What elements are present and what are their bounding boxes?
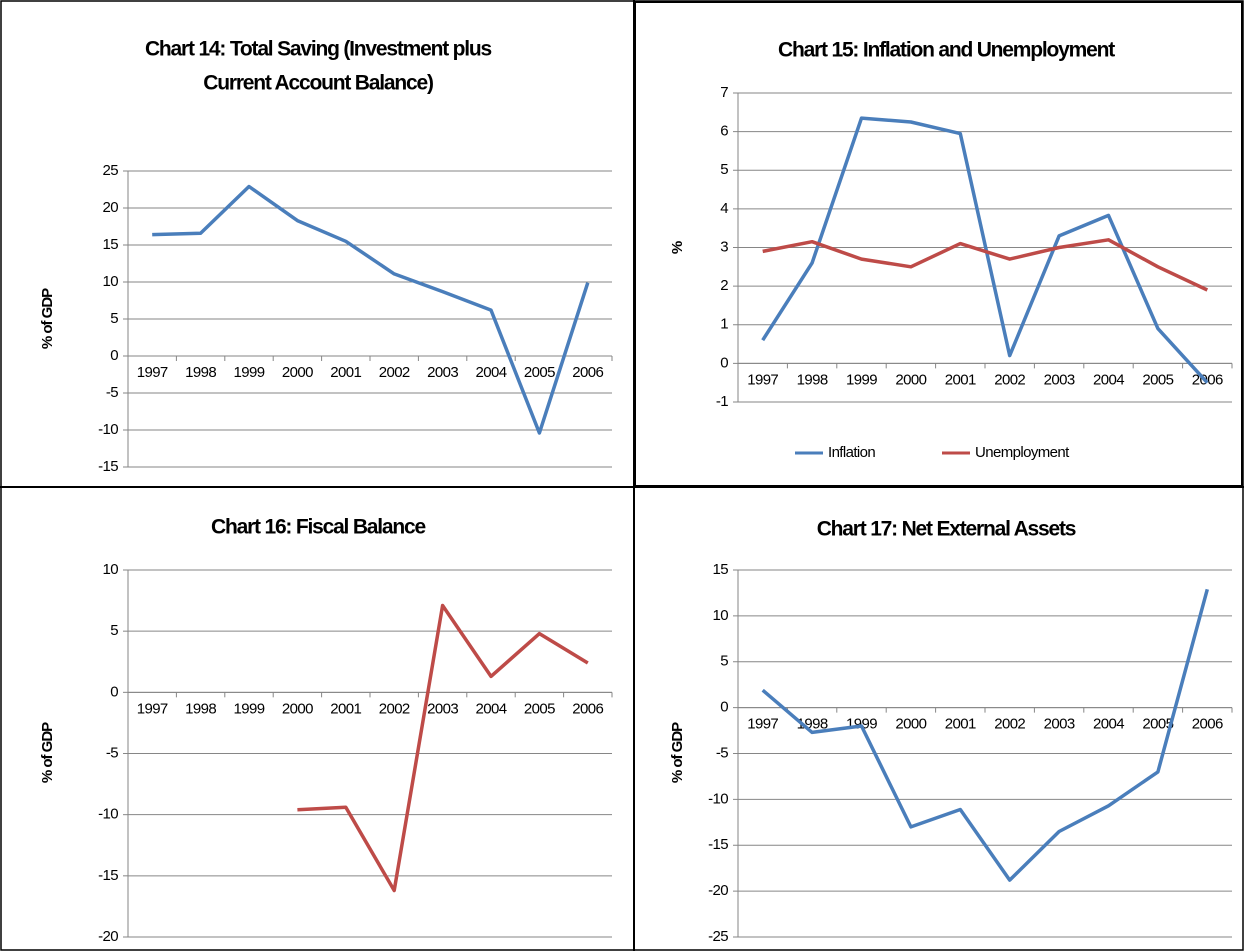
x-tick-label: 1998	[797, 371, 828, 388]
y-tick-label: 10	[103, 561, 119, 578]
x-tick-label: 2004	[1093, 716, 1124, 733]
x-tick-label: 2003	[1044, 371, 1075, 388]
x-tick-label: 1997	[747, 371, 778, 388]
y-axis-label: % of GDP	[669, 722, 686, 783]
y-axis-label: % of GDP	[39, 288, 56, 349]
x-tick-label: 2006	[572, 700, 603, 717]
x-tick-label: 1997	[137, 700, 168, 717]
y-tick-label: 2	[720, 277, 728, 294]
x-tick-label: 2000	[282, 364, 313, 381]
y-tick-label: 3	[720, 238, 728, 255]
chart-title: Chart 15: Inflation and Unemployment	[778, 39, 1115, 62]
x-tick-label: 2003	[427, 700, 458, 717]
y-axis-label: % of GDP	[39, 722, 56, 783]
x-tick-label: 2001	[330, 364, 361, 381]
x-tick-label: 2005	[1142, 371, 1173, 388]
x-tick-label: 2001	[945, 371, 976, 388]
y-tick-label: -20	[708, 882, 728, 899]
data-line	[761, 116, 1209, 384]
chart-title: Current Account Balance)	[203, 72, 433, 95]
x-tick-label: 2002	[379, 364, 410, 381]
x-tick-label: 2004	[1093, 371, 1124, 388]
x-tick-label: 2003	[1044, 716, 1075, 733]
x-tick-label: 2005	[524, 364, 555, 381]
data-line	[761, 588, 1209, 882]
x-tick-label: 1999	[234, 700, 265, 717]
x-tick-label: 2006	[1192, 716, 1223, 733]
y-tick-label: 5	[110, 310, 118, 327]
x-tick-label: 2006	[572, 364, 603, 381]
x-tick-label: 1998	[185, 364, 216, 381]
legend-label: Inflation	[828, 444, 875, 461]
x-tick-label: 1998	[185, 700, 216, 717]
y-tick-label: 7	[720, 84, 728, 101]
x-tick-label: 2001	[330, 700, 361, 717]
x-tick-label: 2000	[895, 716, 926, 733]
y-tick-label: 6	[720, 123, 728, 140]
y-tick-label: 5	[110, 622, 118, 639]
y-tick-label: 4	[720, 200, 728, 217]
y-tick-label: 10	[713, 607, 729, 624]
data-line	[297, 603, 589, 893]
y-tick-label: 10	[103, 273, 119, 290]
chart-title: Chart 14: Total Saving (Investment plus	[145, 38, 492, 61]
x-tick-label: 2006	[1192, 371, 1223, 388]
y-tick-label: 5	[720, 653, 728, 670]
x-tick-label: 2004	[476, 700, 507, 717]
x-tick-label: 2005	[524, 700, 555, 717]
y-tick-label: 25	[103, 162, 119, 179]
y-tick-label: 0	[110, 347, 118, 364]
y-tick-label: 5	[720, 161, 728, 178]
y-tick-label: 0	[720, 699, 728, 716]
x-tick-label: 2004	[476, 364, 507, 381]
y-tick-label: -25	[708, 928, 728, 945]
x-tick-label: 1998	[797, 716, 828, 733]
x-tick-label: 2000	[895, 371, 926, 388]
y-tick-label: 1	[720, 316, 728, 333]
x-tick-label: 2000	[282, 700, 313, 717]
y-axis-label: %	[669, 241, 686, 254]
x-tick-label: 1997	[137, 364, 168, 381]
x-tick-label: 2002	[994, 716, 1025, 733]
chart-title: Chart 16: Fiscal Balance	[211, 516, 425, 539]
y-tick-label: -1	[716, 393, 728, 410]
x-tick-label: 1999	[846, 371, 877, 388]
y-tick-label: -15	[98, 867, 118, 884]
y-tick-label: -5	[106, 744, 118, 761]
y-tick-label: -5	[106, 384, 118, 401]
y-tick-label: 15	[103, 236, 119, 253]
y-tick-label: 15	[713, 561, 729, 578]
x-tick-label: 2001	[945, 716, 976, 733]
legend-label: Unemployment	[975, 444, 1070, 461]
x-tick-label: 1997	[747, 716, 778, 733]
y-tick-label: 20	[103, 199, 119, 216]
panel-border	[634, 1, 1243, 487]
y-tick-label: 0	[110, 683, 118, 700]
y-tick-label: -10	[98, 806, 118, 823]
x-tick-label: 2002	[379, 700, 410, 717]
x-tick-label: 2002	[994, 371, 1025, 388]
y-tick-label: -10	[708, 790, 728, 807]
chart-title: Chart 17: Net External Assets	[817, 518, 1076, 541]
x-tick-label: 1999	[234, 364, 265, 381]
y-tick-label: -15	[708, 836, 728, 853]
x-tick-label: 2003	[427, 364, 458, 381]
y-tick-label: -15	[98, 458, 118, 475]
x-tick-label: 2005	[1142, 716, 1173, 733]
data-line	[152, 184, 590, 435]
y-tick-label: -10	[98, 421, 118, 438]
y-tick-label: 0	[720, 354, 728, 371]
y-tick-label: -20	[98, 928, 118, 945]
data-line	[762, 238, 1209, 292]
y-tick-label: -5	[716, 744, 728, 761]
